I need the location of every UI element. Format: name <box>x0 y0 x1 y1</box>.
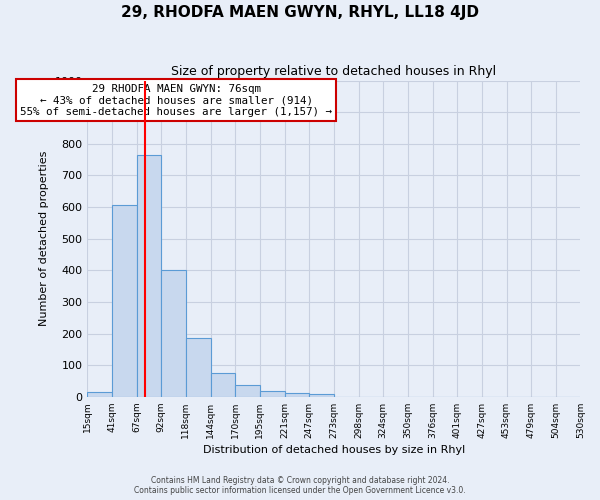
Bar <box>186 338 211 397</box>
Bar <box>88 392 112 397</box>
Bar <box>112 206 137 397</box>
Text: Contains HM Land Registry data © Crown copyright and database right 2024.
Contai: Contains HM Land Registry data © Crown c… <box>134 476 466 495</box>
Bar <box>211 373 235 397</box>
Y-axis label: Number of detached properties: Number of detached properties <box>39 151 49 326</box>
Bar <box>161 270 186 397</box>
Bar <box>309 394 334 397</box>
Bar <box>284 393 309 397</box>
Bar <box>260 391 284 397</box>
Text: 29 RHODFA MAEN GWYN: 76sqm
← 43% of detached houses are smaller (914)
55% of sem: 29 RHODFA MAEN GWYN: 76sqm ← 43% of deta… <box>20 84 332 117</box>
Text: 29, RHODFA MAEN GWYN, RHYL, LL18 4JD: 29, RHODFA MAEN GWYN, RHYL, LL18 4JD <box>121 5 479 20</box>
X-axis label: Distribution of detached houses by size in Rhyl: Distribution of detached houses by size … <box>203 445 465 455</box>
Title: Size of property relative to detached houses in Rhyl: Size of property relative to detached ho… <box>172 65 496 78</box>
Bar <box>235 385 260 397</box>
Bar <box>137 155 161 397</box>
